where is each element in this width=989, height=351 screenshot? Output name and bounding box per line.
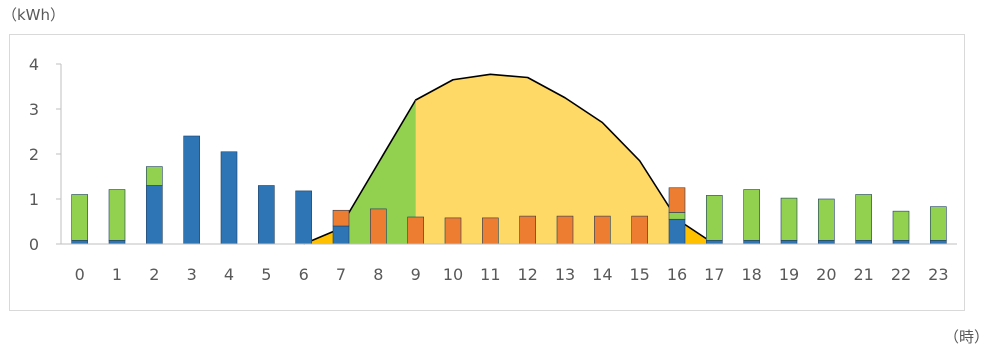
- area-series-2: [415, 74, 677, 244]
- y-tick-label-3: 3: [29, 100, 39, 119]
- bar-22-series-0: [892, 240, 910, 245]
- bar-7-series-2: [332, 209, 350, 227]
- bar-15-series-2: [631, 215, 648, 245]
- bar-2-series-0: [146, 185, 163, 245]
- bar-2-series-1: [146, 166, 163, 186]
- bar-17-series-1: [706, 195, 723, 241]
- x-tick-label-18: 18: [741, 265, 761, 284]
- bar-16-series-1: [668, 212, 686, 220]
- bar-23-series-0: [930, 240, 947, 245]
- bar-3-series-0: [183, 135, 200, 245]
- x-tick-label-7: 7: [336, 265, 346, 284]
- y-tick-label-2: 2: [29, 145, 39, 164]
- x-tick-label-4: 4: [224, 265, 234, 284]
- y-axis-unit-label: （kWh）: [2, 6, 66, 24]
- bar-8-series-2: [370, 208, 387, 245]
- bar-23-series-1: [930, 206, 947, 241]
- x-tick-label-12: 12: [517, 265, 537, 284]
- x-tick-label-16: 16: [667, 265, 687, 284]
- y-tick-label-1: 1: [29, 190, 39, 209]
- x-tick-label-15: 15: [629, 265, 649, 284]
- x-tick-label-6: 6: [299, 265, 309, 284]
- x-tick-label-8: 8: [373, 265, 383, 284]
- bar-16-series-0: [668, 218, 686, 245]
- x-axis-unit-label: （時）: [944, 328, 989, 346]
- bar-6-series-0: [295, 190, 312, 245]
- bar-18-series-1: [743, 189, 760, 241]
- x-tick-label-11: 11: [480, 265, 500, 284]
- chart-frame: [9, 34, 965, 311]
- x-tick-label-21: 21: [853, 265, 873, 284]
- x-tick-label-19: 19: [779, 265, 799, 284]
- x-tick-label-17: 17: [704, 265, 724, 284]
- bar-21-series-1: [855, 194, 872, 241]
- bar-9-series-2: [407, 216, 424, 245]
- x-tick-label-20: 20: [816, 265, 836, 284]
- bar-16-series-2: [668, 187, 686, 213]
- x-tick-label-9: 9: [411, 265, 421, 284]
- bar-1-series-1: [108, 189, 126, 241]
- bar-21-series-0: [855, 240, 872, 245]
- x-tick-label-1: 1: [112, 265, 122, 284]
- y-tick-label-4: 4: [29, 55, 39, 74]
- y-tick-label-0: 0: [29, 235, 39, 254]
- x-tick-label-3: 3: [187, 265, 197, 284]
- bar-22-series-1: [892, 210, 910, 241]
- x-tick-label-13: 13: [555, 265, 575, 284]
- bar-0-series-0: [71, 240, 88, 245]
- x-tick-label-22: 22: [891, 265, 911, 284]
- bar-20-series-0: [818, 240, 835, 245]
- bar-4-series-0: [220, 151, 238, 245]
- x-tick-label-0: 0: [75, 265, 85, 284]
- bar-17-series-0: [706, 240, 723, 245]
- bar-12-series-2: [519, 215, 536, 245]
- x-tick-label-14: 14: [592, 265, 612, 284]
- bar-7-series-0: [332, 225, 350, 245]
- bar-18-series-0: [743, 240, 760, 245]
- bar-14-series-2: [594, 215, 611, 245]
- bar-10-series-2: [444, 217, 462, 245]
- area-layer: [303, 73, 715, 245]
- bar-19-series-0: [780, 240, 798, 245]
- area-outline-2: [415, 73, 678, 220]
- bar-0-series-1: [71, 194, 88, 241]
- x-tick-label-5: 5: [261, 265, 271, 284]
- bar-20-series-1: [818, 198, 835, 241]
- bar-13-series-2: [556, 215, 574, 245]
- bar-1-series-0: [108, 240, 126, 245]
- x-tick-label-10: 10: [443, 265, 463, 284]
- bar-5-series-0: [258, 185, 275, 245]
- bar-19-series-1: [780, 197, 798, 241]
- x-tick-label-23: 23: [928, 265, 948, 284]
- x-tick-label-2: 2: [149, 265, 159, 284]
- bar-11-series-2: [482, 217, 499, 245]
- bar-layer: [71, 135, 947, 245]
